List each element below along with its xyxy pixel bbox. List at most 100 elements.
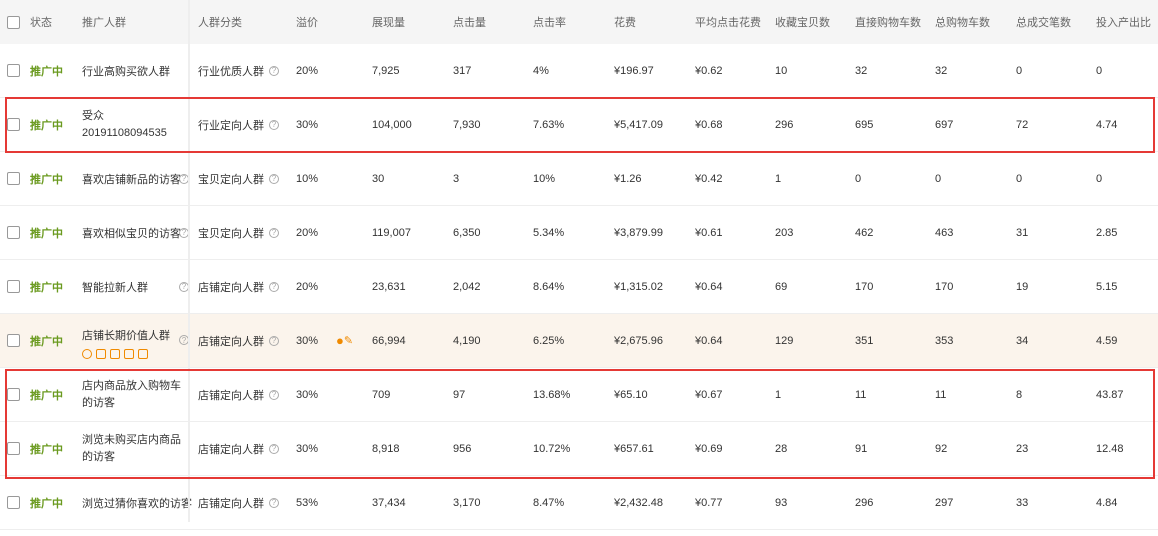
- help-icon[interactable]: ?: [269, 281, 279, 292]
- checkbox[interactable]: [7, 172, 20, 185]
- cell-category: 店铺定向人群?: [198, 314, 279, 367]
- column-header-avg-cpc[interactable]: 平均点击花费: [695, 17, 761, 29]
- table-row[interactable]: 推广中 行业高购买欲人群 行业优质人群? 20% 7,925 317 4% ¥196.97 ¥0…: [0, 44, 1158, 98]
- checkbox[interactable]: [7, 388, 20, 401]
- column-header-category[interactable]: 人群分类: [198, 17, 242, 29]
- help-icon[interactable]: ?: [269, 119, 279, 130]
- table-row[interactable]: 推广中 浏览过猜你喜欢的访客 店铺定向人群? 53% 37,434 3,170 8.47% ¥…: [0, 476, 1158, 530]
- impressions-value: 119,007: [372, 226, 411, 239]
- cost-value: ¥196.97: [614, 64, 654, 77]
- direct-cart-value: 170: [855, 280, 874, 293]
- roi-value: 4.59: [1096, 334, 1118, 347]
- row-checkbox[interactable]: [7, 152, 20, 205]
- table-row[interactable]: 推广中 浏览未购买店内商品的访客 店铺定向人群? 30% 8,918 956 10.72% ¥…: [0, 422, 1158, 476]
- status-badge: 推广中: [30, 281, 63, 294]
- deals-value: 8: [1016, 388, 1023, 401]
- row-checkbox[interactable]: [7, 422, 20, 475]
- column-header-roi[interactable]: 投入产出比: [1096, 17, 1151, 29]
- table-row[interactable]: 推广中 智能拉新人群? 店铺定向人群? 20% 23,631 2,042 8.64% ¥1,3…: [0, 260, 1158, 314]
- table-row[interactable]: 推广中 店铺长期价值人群? 店铺定向人群? 30% 66,994 4,190 6.25% ¥2…: [0, 314, 1158, 368]
- cell-deals: 33: [1016, 476, 1028, 529]
- help-icon[interactable]: ?: [269, 389, 279, 400]
- help-icon[interactable]: ?: [269, 443, 279, 454]
- checkbox[interactable]: [7, 64, 20, 77]
- status-badge: 推广中: [30, 497, 63, 510]
- cost-value: ¥3,879.99: [614, 226, 663, 239]
- table-row[interactable]: 推广中 店内商品放入购物车的访客 店铺定向人群? 30% 709 97 13.68% ¥65.…: [0, 368, 1158, 422]
- cell-avg-cpc: ¥0.64: [695, 314, 723, 367]
- column-header-impressions[interactable]: 展现量: [372, 17, 405, 29]
- chart-icon[interactable]: [124, 349, 134, 359]
- column-header-cost[interactable]: 花费: [614, 17, 636, 29]
- checkbox[interactable]: [7, 280, 20, 293]
- row-checkbox[interactable]: [7, 98, 20, 151]
- pause-icon[interactable]: [82, 349, 92, 359]
- help-icon[interactable]: ?: [269, 227, 279, 238]
- total-cart-value: 353: [935, 334, 954, 347]
- table-row[interactable]: 推广中 受众20191108094535 行业定向人群? 30% 104,000 7,93…: [0, 98, 1158, 152]
- cell-clicks: 7,930: [453, 98, 481, 151]
- total-cart-value: 697: [935, 118, 954, 131]
- direct-cart-value: 351: [855, 334, 874, 347]
- cell-favorites: 203: [775, 206, 793, 259]
- help-icon[interactable]: ?: [269, 173, 279, 184]
- cell-direct-cart: 11: [855, 368, 866, 421]
- favorites-value: 93: [775, 496, 788, 509]
- delete-icon[interactable]: [110, 349, 120, 359]
- column-header-clicks[interactable]: 点击量: [453, 17, 486, 29]
- table-row[interactable]: 推广中 喜欢店铺新品的访客? 宝贝定向人群? 10% 30 3 10% ¥1.26 ¥0.42 1…: [0, 152, 1158, 206]
- cost-value: ¥1.26: [614, 172, 642, 185]
- checkbox[interactable]: [7, 442, 20, 455]
- select-all-checkbox[interactable]: [7, 0, 20, 44]
- row-checkbox[interactable]: [7, 314, 20, 367]
- direct-cart-value: 296: [855, 496, 874, 509]
- column-header-direct-cart[interactable]: 直接购物车数: [855, 17, 921, 29]
- checkbox[interactable]: [7, 334, 20, 347]
- column-header-favorites[interactable]: 收藏宝贝数: [775, 17, 830, 29]
- report-icon[interactable]: [138, 349, 148, 359]
- cell-roi: 2.85: [1096, 206, 1117, 259]
- cell-impressions: 23,631: [372, 260, 406, 313]
- category-text: 店铺定向人群: [198, 335, 264, 348]
- cell-favorites: 10: [775, 44, 787, 97]
- help-icon[interactable]: ?: [269, 497, 279, 508]
- column-header-status[interactable]: 状态: [30, 17, 52, 29]
- audience-name: 店内商品放入购物车的访客: [82, 379, 181, 409]
- audience-name: 浏览过猜你喜欢的访客: [82, 497, 192, 510]
- edit-premium-button[interactable]: ● ✎: [336, 314, 353, 367]
- row-checkbox[interactable]: [7, 260, 20, 313]
- checkbox[interactable]: [7, 226, 20, 239]
- category-text: 行业定向人群: [198, 119, 264, 132]
- column-header-total-cart[interactable]: 总购物车数: [935, 17, 990, 29]
- cell-category: 宝贝定向人群?: [198, 152, 279, 205]
- row-checkbox[interactable]: [7, 206, 20, 259]
- row-checkbox[interactable]: [7, 476, 20, 529]
- avg-cpc-value: ¥0.67: [695, 388, 723, 401]
- edit-note-icon[interactable]: [96, 349, 106, 359]
- checkbox[interactable]: [7, 15, 20, 29]
- checkbox[interactable]: [7, 496, 20, 509]
- cell-total-cart: 463: [935, 206, 953, 259]
- cell-avg-cpc: ¥0.69: [695, 422, 723, 475]
- person-icon: ●: [336, 333, 344, 348]
- cell-status: 推广中: [30, 422, 63, 475]
- column-header-name[interactable]: 推广人群: [82, 17, 126, 29]
- cell-premium: 30%: [296, 368, 318, 421]
- audience-name: 喜欢店铺新品的访客: [82, 173, 181, 186]
- column-header-premium[interactable]: 溢价: [296, 17, 318, 29]
- row-checkbox[interactable]: [7, 44, 20, 97]
- cell-direct-cart: 351: [855, 314, 873, 367]
- status-badge: 推广中: [30, 389, 63, 402]
- table-row[interactable]: 推广中 喜欢相似宝贝的访客? 宝贝定向人群? 20% 119,007 6,350 5.34%…: [0, 206, 1158, 260]
- cell-direct-cart: 91: [855, 422, 867, 475]
- cell-impressions: 30: [372, 152, 384, 205]
- checkbox[interactable]: [7, 118, 20, 131]
- help-icon[interactable]: ?: [269, 335, 279, 346]
- impressions-value: 7,925: [372, 64, 400, 77]
- category-text: 宝贝定向人群: [198, 227, 264, 240]
- column-header-ctr[interactable]: 点击率: [533, 17, 566, 29]
- row-checkbox[interactable]: [7, 368, 20, 421]
- help-icon[interactable]: ?: [269, 65, 279, 76]
- column-header-deals[interactable]: 总成交笔数: [1016, 17, 1071, 29]
- cell-favorites: 69: [775, 260, 787, 313]
